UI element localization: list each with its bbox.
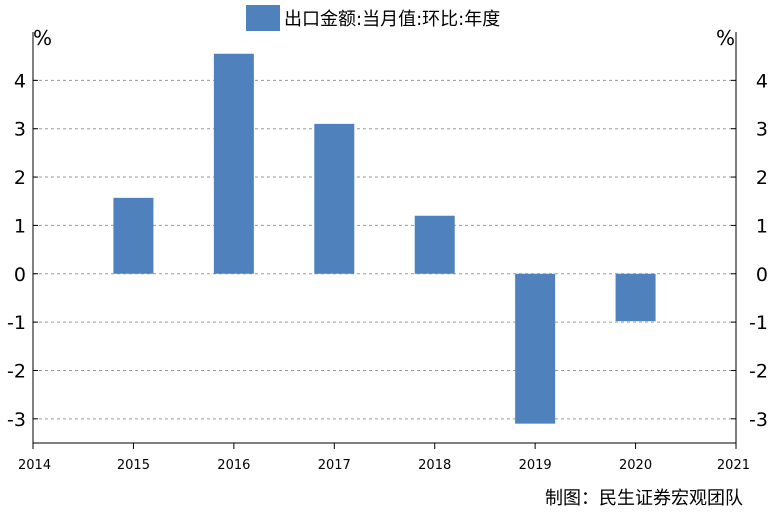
legend-label: 出口金额:当月值:环比:年度 — [284, 9, 501, 30]
x-tick-label: 2019 — [519, 458, 552, 473]
y-tick-label-right: -1 — [749, 312, 768, 334]
y-tick-label-left: -3 — [7, 409, 26, 431]
bar-2019 — [515, 273, 556, 424]
bar-2015 — [113, 197, 154, 274]
bar-2018 — [414, 215, 455, 274]
y-tick-label-left: 4 — [14, 70, 26, 92]
y-tick-label-right: 0 — [756, 264, 768, 286]
y-tick-label-left: 1 — [14, 215, 26, 237]
y-tick-label-right: 3 — [756, 119, 768, 141]
chart-credit: 制图：民生证券宏观团队 — [545, 488, 743, 509]
y-tick-label-left: 2 — [14, 167, 26, 189]
y-axis-unit-left: % — [33, 26, 53, 50]
x-tick-label: 2014 — [18, 458, 51, 473]
x-tick-label: 2015 — [117, 458, 150, 473]
x-tick-label: 2020 — [619, 458, 652, 473]
x-tick-label: 2016 — [217, 458, 250, 473]
y-tick-label-right: 2 — [756, 167, 768, 189]
y-tick-label-right: 1 — [756, 215, 768, 237]
bar-2017 — [314, 123, 355, 274]
y-tick-label-left: -1 — [7, 312, 26, 334]
y-tick-label-right: 4 — [756, 70, 768, 92]
y-tick-label-left: 3 — [14, 119, 26, 141]
y-tick-label-right: -2 — [749, 360, 768, 382]
chart-legend: 出口金额:当月值:环比:年度 — [246, 4, 500, 32]
y-tick-label-right: -3 — [749, 409, 768, 431]
legend-swatch — [246, 5, 280, 31]
x-tick-label: 2021 — [717, 458, 750, 473]
y-tick-label-left: 0 — [14, 264, 26, 286]
y-axis-unit-right: % — [716, 26, 736, 50]
bar-2016 — [213, 53, 254, 274]
x-tick-label: 2018 — [418, 458, 451, 473]
bar-2020 — [615, 273, 656, 322]
x-tick-label: 2017 — [318, 458, 351, 473]
y-tick-label-left: -2 — [7, 360, 26, 382]
